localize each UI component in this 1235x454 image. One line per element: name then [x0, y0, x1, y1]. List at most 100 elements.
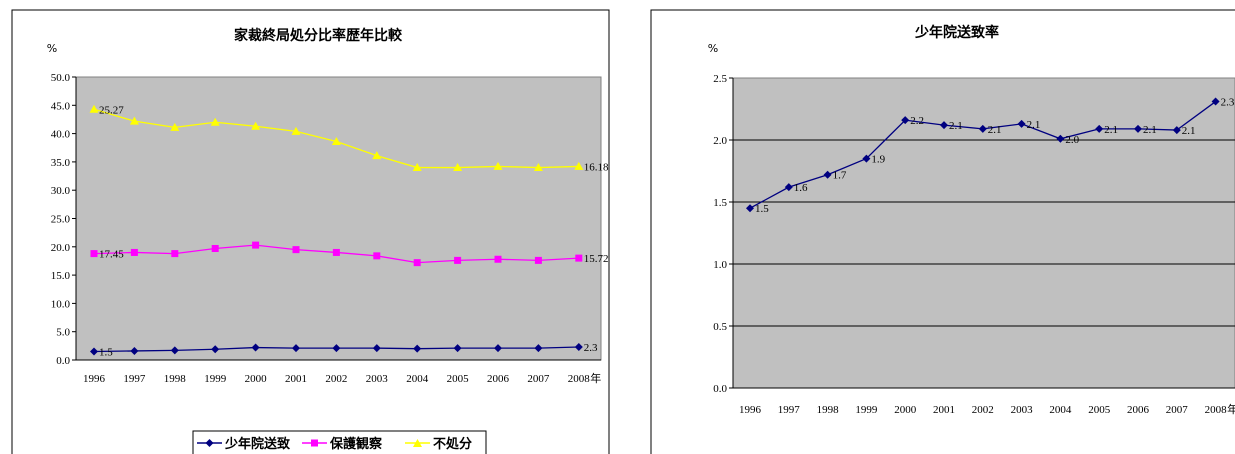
data-point — [533, 163, 543, 172]
data-point — [332, 344, 341, 353]
data-label: 2.1 — [1104, 124, 1118, 136]
data-point — [372, 151, 382, 160]
data-point — [211, 345, 220, 354]
data-point — [170, 346, 179, 355]
data-point — [453, 344, 462, 353]
data-label: 1.6 — [794, 182, 808, 194]
x-tick-label: 2003 — [366, 373, 389, 385]
legend-marker-fushobun — [413, 439, 422, 447]
x-tick-label: 2000 — [894, 404, 917, 416]
x-unit-label: 年 — [590, 371, 601, 385]
x-tick-label: 2008 — [1205, 404, 1228, 416]
data-point — [292, 344, 300, 353]
legend-label-hogo: 保護観察 — [329, 436, 383, 452]
data-point — [1134, 124, 1142, 133]
x-tick-label: 2006 — [487, 373, 510, 385]
y-tick-label: 20.0 — [51, 242, 71, 254]
legend-marker-shounen — [205, 439, 214, 447]
x-tick-label: 2007 — [527, 373, 550, 385]
left-chart-title: 家裁終局処分比率歴年比較 — [234, 27, 403, 44]
y-tick-label: 15.0 — [51, 270, 71, 282]
data-point — [251, 121, 261, 130]
x-tick-label: 2003 — [1011, 404, 1034, 416]
data-point — [453, 163, 463, 172]
data-label: 2.1 — [1143, 124, 1157, 136]
right-chart-title: 少年院送致率 — [914, 24, 999, 41]
y-tick-label: 2.5 — [713, 73, 727, 85]
x-tick-label: 1997 — [778, 404, 801, 416]
data-label: 1.5 — [99, 347, 113, 359]
left-chart-marks: 0.0 5.0 10.0 15.0 20.0 25.0 30.0 35.0 40.0 45.0 50… — [51, 72, 609, 385]
data-point — [210, 117, 220, 126]
data-point — [413, 259, 421, 267]
data-label: 2.1 — [1027, 119, 1041, 131]
data-point — [1172, 126, 1181, 135]
data-point — [575, 254, 583, 262]
data-point — [901, 116, 910, 125]
data-point — [1056, 134, 1065, 143]
left-legend: 少年院送致 保護観察 不処分 — [192, 430, 487, 454]
legend-marker-hogo — [311, 439, 318, 447]
data-point — [1211, 97, 1220, 106]
data-point — [574, 342, 583, 351]
x-tick-label: 1996 — [739, 404, 762, 416]
data-label: 2.1 — [949, 120, 963, 132]
data-point — [454, 256, 462, 264]
data-point — [534, 344, 543, 353]
x-tick-label: 2004 — [1049, 404, 1072, 416]
data-point — [170, 122, 180, 131]
data-point — [746, 204, 754, 213]
x-tick-label: 2007 — [1166, 404, 1189, 416]
data-point — [90, 250, 98, 258]
x-tick-label: 2005 — [447, 373, 470, 385]
y-tick-label: 40.0 — [51, 129, 71, 141]
data-point — [1095, 124, 1104, 133]
legend-label-fushobun: 不処分 — [433, 436, 472, 452]
y-tick-label: 35.0 — [51, 157, 71, 169]
x-tick-label: 1999 — [855, 404, 878, 416]
x-unit-label: 年 — [1227, 402, 1235, 416]
data-label: 15.72 — [584, 253, 609, 265]
y-tick-label: 0.5 — [713, 321, 727, 333]
data-point — [130, 248, 138, 256]
right-chart-marks: 0.0 0.5 1.0 1.5 2.0 2.5 1996 1997 1998 1999 2000 20… — [713, 73, 1235, 416]
x-tick-label: 2001 — [285, 373, 307, 385]
data-label: 2.1 — [1182, 125, 1196, 137]
data-point — [784, 183, 793, 192]
data-label: 2.0 — [1065, 134, 1079, 146]
right-plot-area — [732, 77, 1235, 389]
y-tick-label: 2.0 — [713, 135, 727, 147]
data-point — [130, 346, 139, 355]
x-tick-label: 1997 — [123, 373, 146, 385]
y-tick-label: 5.0 — [56, 327, 70, 339]
data-point — [493, 161, 503, 170]
data-point — [940, 121, 948, 130]
data-point — [534, 256, 542, 264]
data-label: 1.5 — [755, 203, 769, 215]
x-tick-label: 1996 — [83, 373, 106, 385]
data-point — [251, 343, 260, 352]
data-point — [978, 124, 987, 133]
left-plot-area — [75, 76, 602, 361]
data-label: 2.1 — [988, 124, 1002, 136]
data-point — [372, 344, 381, 353]
data-point — [494, 344, 502, 353]
right-y-unit: % — [708, 42, 718, 55]
data-point — [574, 161, 584, 170]
y-tick-label: 25.0 — [51, 214, 71, 226]
data-point — [292, 246, 300, 254]
left-legend-box — [192, 430, 487, 454]
y-tick-label: 1.5 — [713, 197, 727, 209]
legend-label-shounen: 少年院送致 — [224, 436, 291, 452]
data-point — [823, 170, 832, 179]
y-tick-label: 0.0 — [713, 383, 727, 395]
data-point — [862, 154, 871, 163]
x-tick-label: 2002 — [325, 373, 347, 385]
data-label: 2.3 — [584, 342, 598, 354]
data-label: 2.2 — [910, 115, 924, 127]
data-label: 1.7 — [833, 170, 847, 182]
y-tick-label: 10.0 — [51, 298, 71, 310]
data-point — [211, 244, 219, 252]
x-tick-label: 2002 — [972, 404, 994, 416]
y-tick-label: 1.0 — [713, 259, 727, 271]
